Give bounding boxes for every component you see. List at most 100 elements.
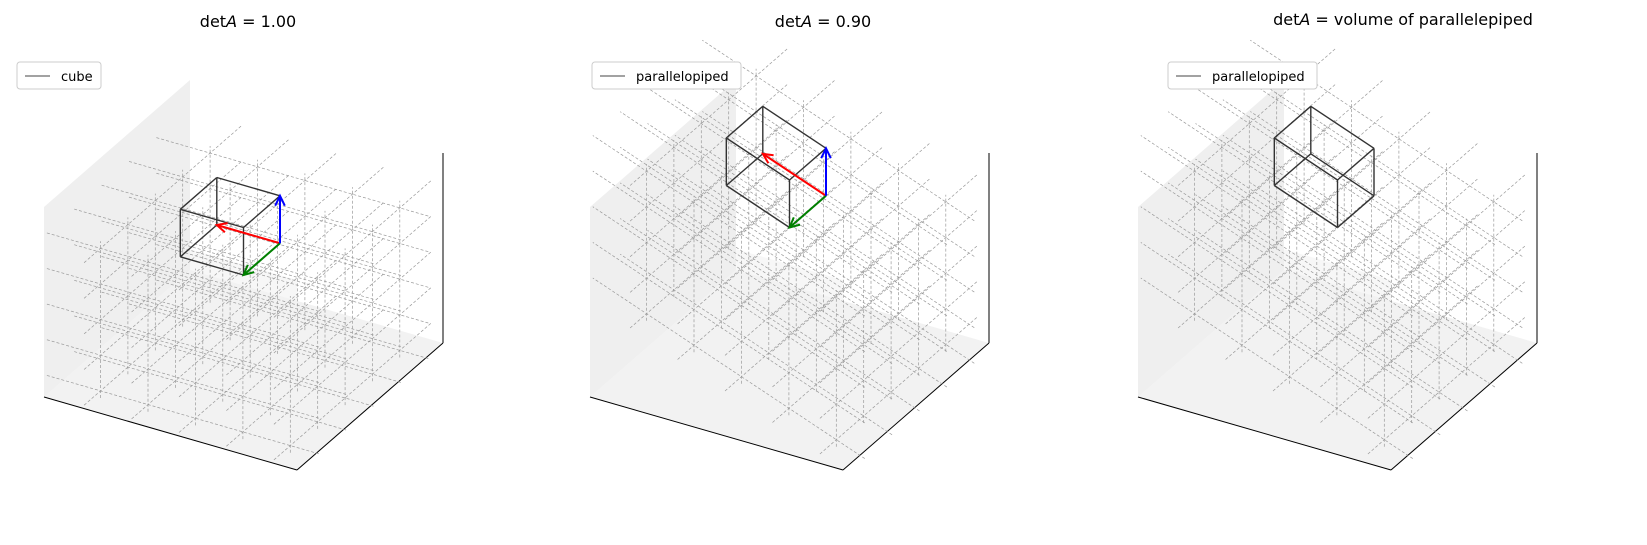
- grid-line: [592, 242, 865, 424]
- panel-3: detA = volume of parallelepiped parallel…: [1137, 10, 1538, 471]
- grid-line: [74, 315, 347, 395]
- grid-line: [647, 158, 920, 340]
- grid-line: [74, 208, 347, 288]
- panel-3-legend-label: parallelopiped: [1212, 70, 1305, 85]
- grid-line: [674, 170, 948, 352]
- grid-line: [1250, 75, 1523, 257]
- wireframe-edge: [180, 208, 244, 229]
- vector-e1: [760, 152, 827, 197]
- grid-line: [1195, 123, 1468, 305]
- grid-line: [74, 279, 347, 360]
- grid-line: [1222, 99, 1496, 281]
- wireframe-edge: [1273, 105, 1312, 139]
- wireframe-edge: [180, 256, 244, 276]
- grid-line: [1168, 147, 1441, 329]
- panel-2-legend: parallelopiped: [591, 61, 742, 90]
- vector-e3: [820, 146, 832, 196]
- grid-line: [156, 137, 429, 217]
- grid-line: [156, 172, 429, 253]
- vector-e2: [241, 242, 281, 277]
- grid-line: [592, 277, 865, 459]
- grid-line: [674, 99, 948, 281]
- wireframe-edge: [725, 153, 764, 187]
- panel-3-parallelepiped-wireframe: [1273, 105, 1375, 229]
- grid-line: [1195, 158, 1468, 340]
- panel-2-legend-label: parallelopiped: [636, 70, 729, 85]
- grid-line: [702, 39, 975, 222]
- grid-line: [101, 327, 374, 407]
- wireframe-edge: [1273, 184, 1338, 229]
- grid-line: [101, 291, 374, 371]
- panel-1-title: detA = 1.00: [200, 12, 296, 31]
- panel-2-title: detA = 0.90: [775, 12, 871, 31]
- grid-line: [1168, 182, 1441, 364]
- wireframe-edge: [725, 137, 790, 181]
- wireframe-edge: [179, 176, 218, 210]
- grid-line: [592, 135, 865, 317]
- grid-line: [620, 182, 893, 364]
- grid-line: [620, 218, 893, 400]
- wireframe-edge: [179, 224, 218, 258]
- panel-2-grid: [592, 39, 978, 459]
- grid-line: [1140, 277, 1413, 459]
- panel-1-legend-label: cube: [61, 70, 93, 85]
- grid-line: [46, 375, 319, 455]
- back-pane: [590, 80, 736, 397]
- grid-line: [647, 230, 920, 412]
- grid-line: [1250, 111, 1523, 293]
- wireframe-edge: [1273, 137, 1338, 181]
- grid-line: [74, 244, 347, 324]
- grid-line: [620, 253, 893, 436]
- grid-line: [620, 111, 893, 293]
- wireframe-edge: [1273, 153, 1312, 187]
- panel-3-legend: parallelopiped: [1167, 61, 1318, 90]
- grid-line: [702, 111, 975, 293]
- grid-line: [702, 146, 975, 328]
- vector-e2: [787, 194, 827, 230]
- vector-e1: [214, 222, 281, 245]
- grid-line: [702, 75, 975, 257]
- grid-line: [1222, 170, 1496, 352]
- axis-line: [589, 396, 844, 471]
- panel-2-basis-vectors: [760, 146, 832, 230]
- grid-line: [128, 303, 401, 383]
- grid-line: [620, 147, 893, 329]
- grid-line: [1140, 170, 1413, 352]
- panel-1-grid: [46, 125, 432, 461]
- panel-3-grid: [1140, 39, 1526, 459]
- axis-line: [296, 342, 444, 471]
- axis-line: [1390, 342, 1538, 471]
- grid-line: [674, 206, 948, 388]
- grid-line: [1222, 63, 1496, 245]
- wireframe-edge: [1337, 195, 1375, 229]
- wireframe-edge: [216, 176, 281, 197]
- wireframe-edge: [1337, 147, 1375, 181]
- grid-line: [74, 351, 347, 431]
- grid-line: [1222, 135, 1496, 317]
- wireframe-edge: [762, 105, 827, 149]
- grid-line: [1168, 218, 1441, 400]
- axis-line: [842, 342, 990, 471]
- grid-line: [1140, 242, 1413, 424]
- wireframe-edge: [725, 184, 790, 229]
- panel-3-title: detA = volume of parallelepiped: [1273, 10, 1533, 29]
- floor-pane: [44, 270, 443, 470]
- grid-line: [647, 87, 920, 269]
- grid-line: [647, 194, 920, 376]
- vector-e3: [274, 193, 286, 244]
- wireframe-edge: [1310, 153, 1375, 197]
- panel-1-basis-vectors: [214, 193, 286, 277]
- axis-line: [43, 396, 298, 471]
- grid-line: [156, 279, 429, 359]
- grid-line: [1168, 111, 1441, 293]
- grid-line: [1222, 206, 1496, 388]
- wireframe-edge: [1310, 105, 1375, 149]
- panel-1: detA = 1.00 cube: [16, 12, 444, 471]
- back-pane: [1138, 80, 1284, 397]
- grid-line: [647, 123, 920, 305]
- axis-line: [1137, 396, 1392, 471]
- grid-line: [702, 182, 975, 364]
- panel-2: detA = 0.90 parallelopiped: [589, 12, 990, 471]
- grid-line: [674, 135, 948, 317]
